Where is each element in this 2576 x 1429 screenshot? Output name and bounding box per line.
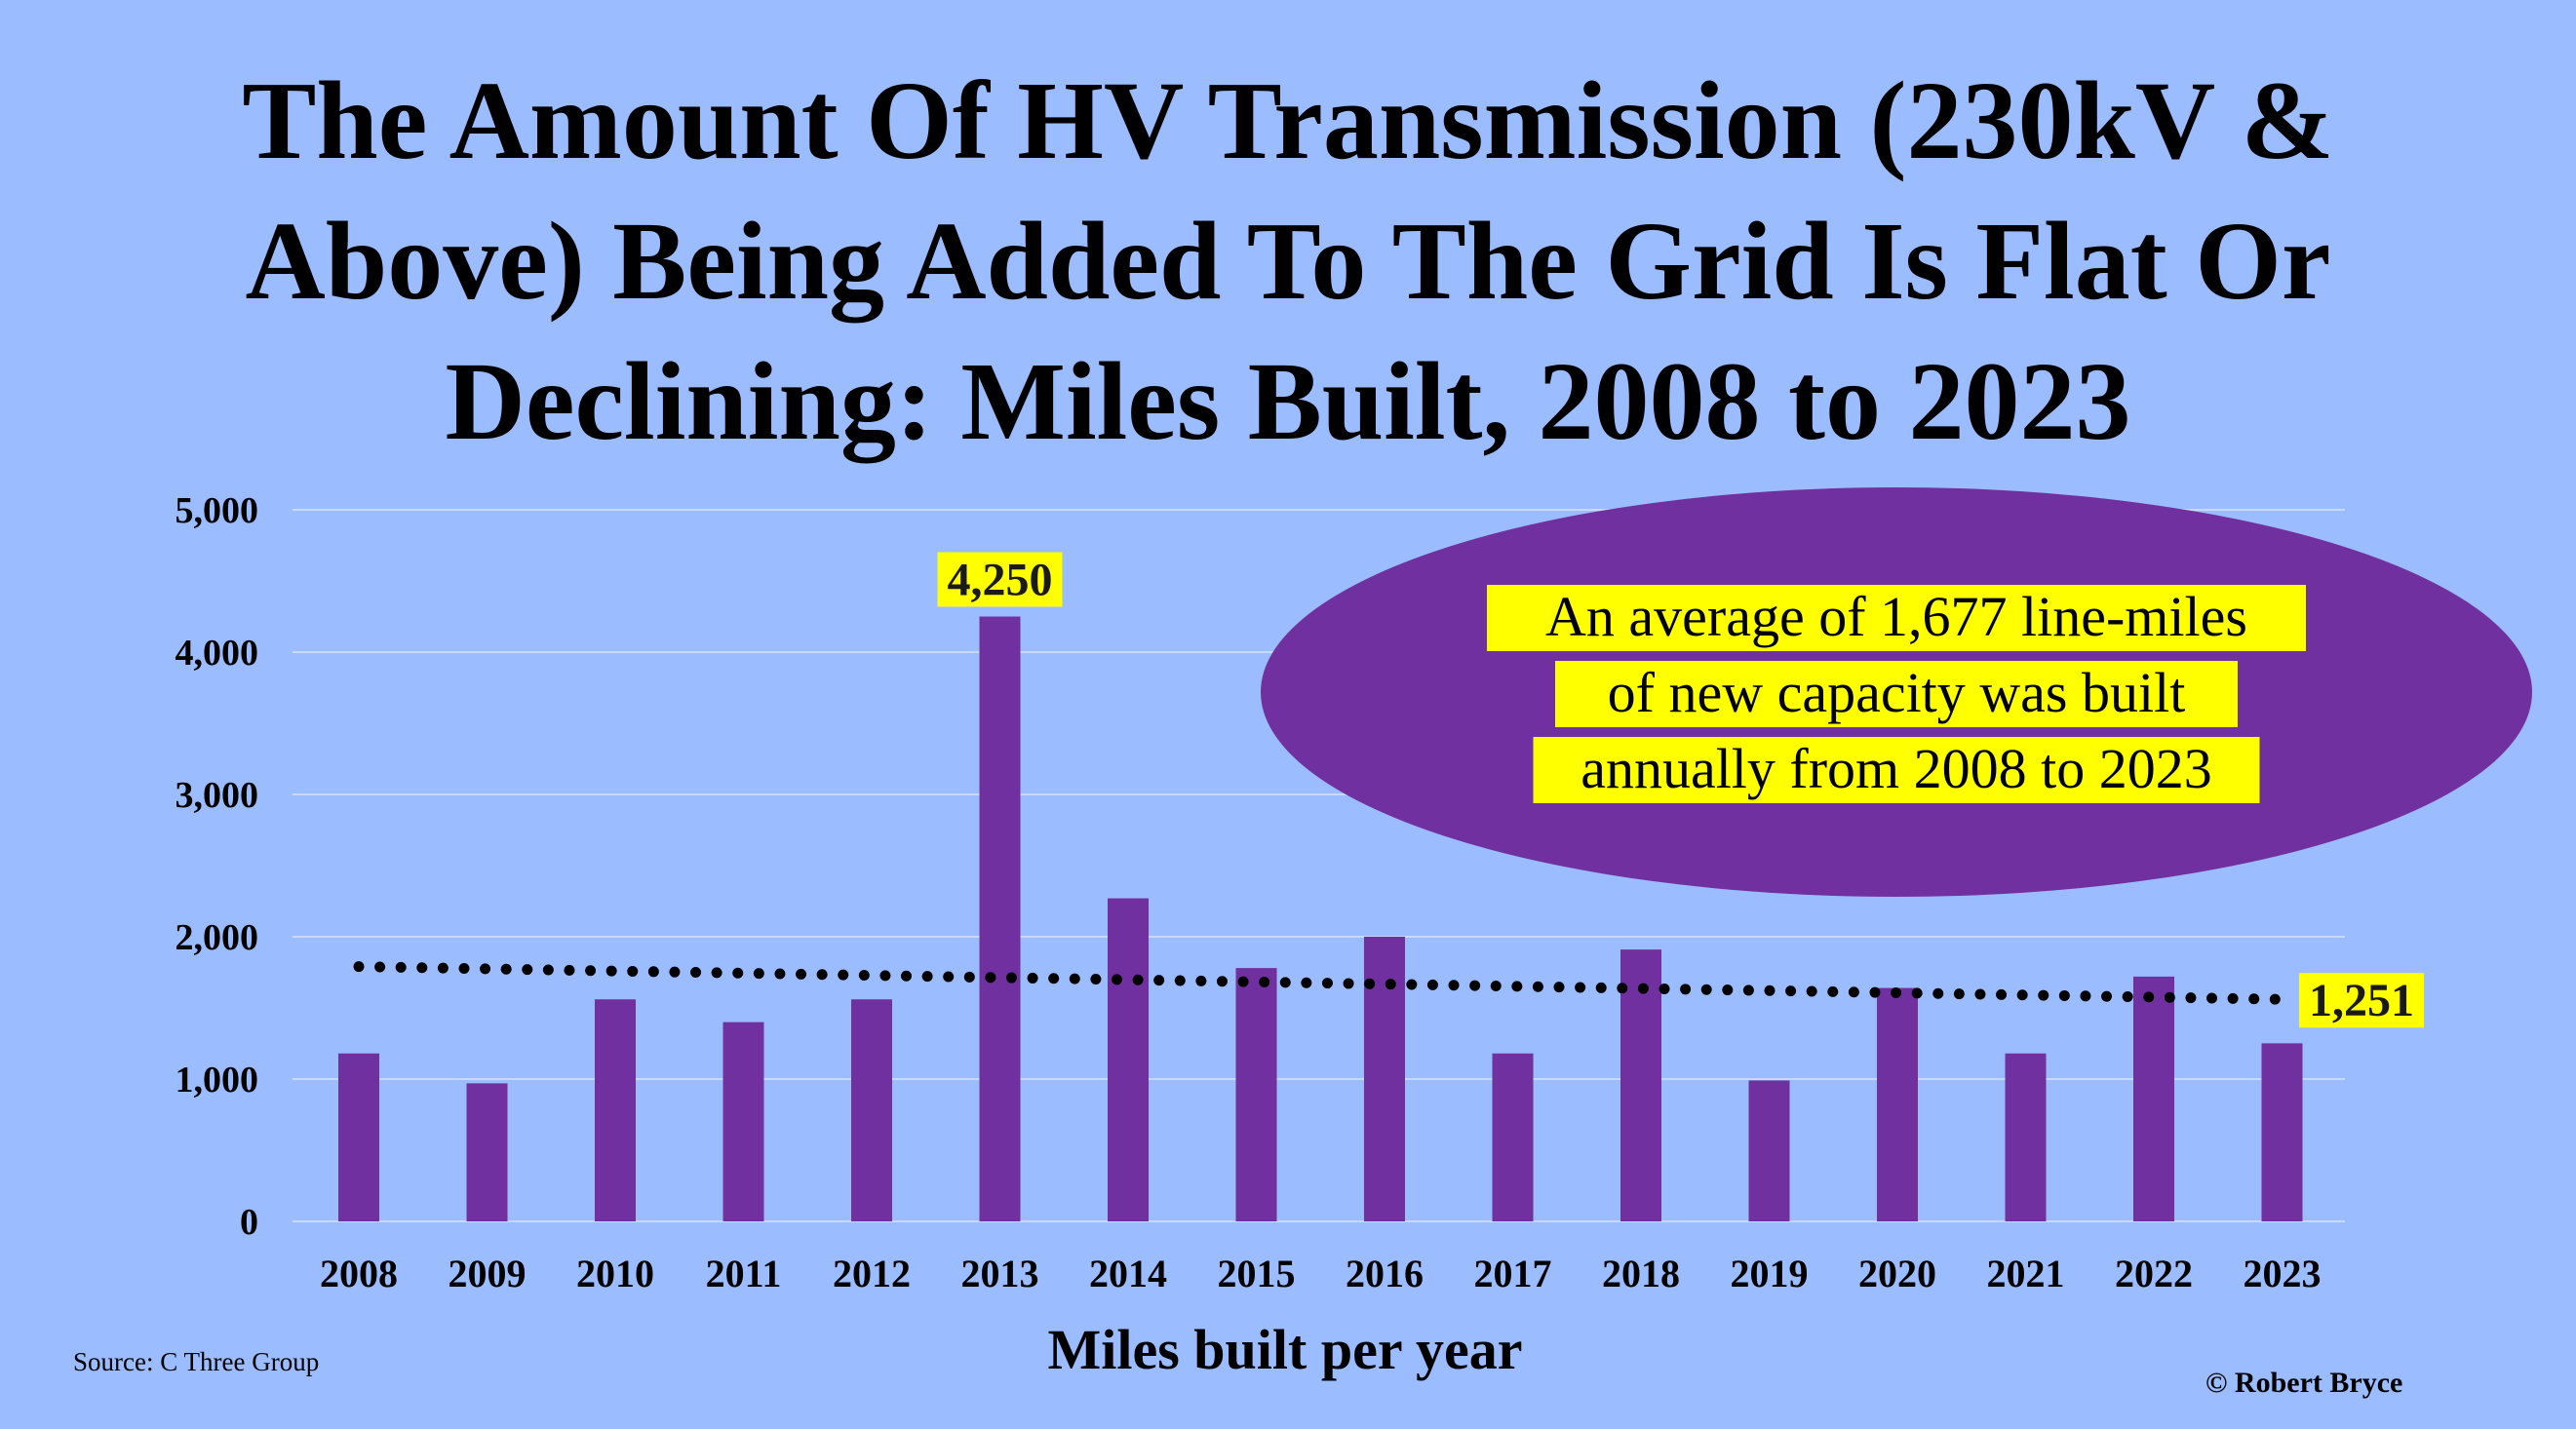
bar-2010: [595, 999, 636, 1221]
x-tick-label: 2019: [1731, 1252, 1809, 1295]
bar-2012: [851, 999, 892, 1221]
y-tick-label: 3,000: [176, 775, 259, 816]
data-label-text: 4,250: [948, 555, 1053, 606]
bar-2021: [2005, 1053, 2047, 1221]
title-line-2: Above) Being Added To The Grid Is Flat O…: [245, 199, 2331, 323]
x-tick-label: 2015: [1218, 1252, 1296, 1295]
chart-title: The Amount Of HV Transmission (230kV & A…: [0, 51, 2576, 472]
bar-2013: [979, 616, 1021, 1221]
x-tick-label: 2020: [1858, 1252, 1936, 1295]
x-tick-label: 2012: [833, 1252, 911, 1295]
x-tick-label: 2008: [320, 1252, 398, 1295]
average-annotation: An average of 1,677 line-miles of new cap…: [1261, 487, 2532, 897]
annotation-text: annually from 2008 to 2023: [1581, 737, 2212, 800]
bar-2008: [338, 1053, 379, 1221]
trendline: [353, 961, 2287, 1005]
bar-2023: [2261, 1043, 2303, 1221]
data-label-highlight: [2299, 973, 2424, 1028]
x-axis-label: Miles built per year: [1047, 1318, 1522, 1381]
annotation-highlight: [1533, 737, 2260, 803]
annotation-text: of new capacity was built: [1608, 661, 2186, 724]
x-tick-label: 2017: [1474, 1252, 1552, 1295]
data-label-2013: 4,250: [937, 552, 1063, 607]
bar-2019: [1748, 1080, 1790, 1221]
annotation-highlight: [1487, 585, 2306, 651]
x-tick-label: 2011: [706, 1252, 782, 1295]
x-tick-label: 2013: [961, 1252, 1039, 1295]
bar-2014: [1108, 898, 1149, 1221]
annotation-text: An average of 1,677 line-miles: [1545, 585, 2247, 648]
source-note: Source: C Three Group: [73, 1347, 320, 1376]
annotation-line: of new capacity was built: [1555, 661, 2238, 727]
annotation-line: annually from 2008 to 2023: [1533, 737, 2260, 803]
x-tick-label: 2009: [449, 1252, 527, 1295]
x-tick-label: 2016: [1346, 1252, 1424, 1295]
title-line-1: The Amount Of HV Transmission (230kV &: [242, 58, 2334, 182]
title-line-3: Declining: Miles Built, 2008 to 2023: [445, 339, 2131, 463]
annotation-line: An average of 1,677 line-miles: [1487, 585, 2306, 651]
bar-2020: [1877, 987, 1918, 1221]
x-tick-label: 2018: [1602, 1252, 1680, 1295]
bar-2018: [1620, 949, 1661, 1221]
bars: [338, 616, 2303, 1221]
x-tick-label: 2010: [576, 1252, 654, 1295]
data-label-text: 1,251: [2309, 975, 2414, 1026]
x-tick-label: 2014: [1089, 1252, 1167, 1295]
trendline-dotted: [353, 961, 2287, 1005]
x-tick-label: 2021: [1987, 1252, 2065, 1295]
data-label-2023: 1,251: [2299, 973, 2424, 1028]
copyright-credit: © Robert Bryce: [2205, 1367, 2403, 1399]
bar-2022: [2133, 976, 2174, 1221]
data-labels: 4,250 1,251: [937, 552, 2424, 1028]
annotation-highlight: [1555, 661, 2238, 727]
bar-2015: [1235, 968, 1277, 1221]
x-axis-ticks: 2008 2009 2010 2011 2012 2013 2014 2015 2016 2017…: [320, 1252, 2322, 1295]
y-tick-label: 1,000: [176, 1060, 259, 1101]
x-tick-label: 2022: [2115, 1252, 2193, 1295]
y-tick-label: 4,000: [176, 633, 259, 674]
y-axis-ticks: 0 1,000 2,000 3,000 4,000 5,000: [176, 490, 259, 1243]
x-tick-label: 2023: [2244, 1252, 2322, 1295]
bar-2009: [466, 1083, 508, 1221]
y-tick-label: 0: [240, 1202, 258, 1243]
bar-2017: [1492, 1053, 1534, 1221]
y-tick-label: 2,000: [176, 917, 259, 958]
y-tick-label: 5,000: [176, 490, 259, 531]
data-label-highlight: [937, 552, 1063, 607]
bar-2011: [722, 1022, 764, 1221]
